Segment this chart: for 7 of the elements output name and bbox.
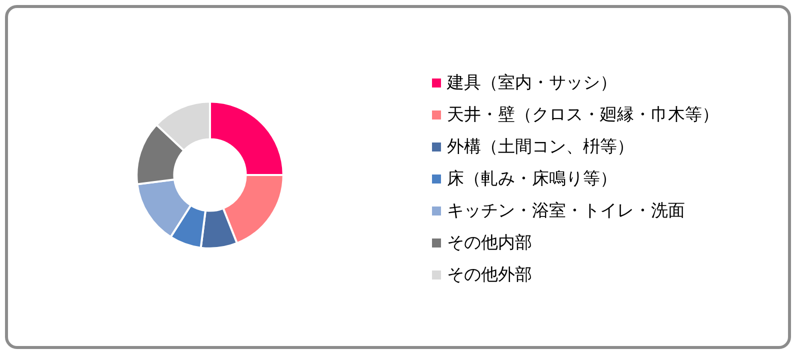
legend-label: その他内部 <box>447 233 532 253</box>
legend-label: 外構（土間コン、枡等） <box>447 137 634 157</box>
legend-label: キッチン・浴室・トイレ・洗面 <box>447 201 685 221</box>
legend-label: 天井・壁（クロス・廻縁・巾木等） <box>447 105 719 125</box>
legend-label: その他外部 <box>447 265 532 285</box>
legend-label: 床（軋み・床鳴り等） <box>447 169 617 189</box>
legend-label: 建具（室内・サッシ） <box>446 73 617 93</box>
